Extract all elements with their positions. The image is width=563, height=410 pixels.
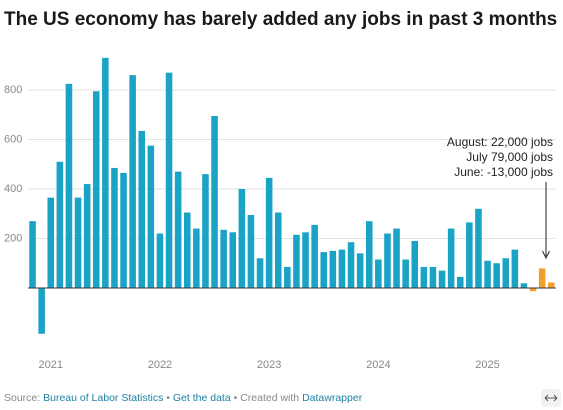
annotation: August: 22,000 jobs [447,135,553,149]
bar [438,270,446,288]
source-line: Source: Bureau of Labor Statistics • Get… [4,392,363,404]
bar [38,287,45,334]
bar [247,214,255,288]
bar [429,266,437,288]
bar [402,259,409,288]
source-link[interactable]: Bureau of Labor Statistics [43,392,163,404]
expand-icon [544,394,558,402]
source-label: Source: [4,392,40,404]
bar [274,212,282,288]
bar [138,130,146,288]
bar [502,258,510,288]
bar [74,197,82,288]
bar [456,276,464,288]
bar [129,75,136,288]
y-tick-label: 200 [4,232,22,244]
tool-link[interactable]: Datawrapper [302,392,363,404]
bar [475,208,482,288]
bar [83,184,91,288]
bar [174,171,182,288]
annotation: July 79,000 jobs [466,150,553,164]
separator: • [234,392,238,404]
bar [311,224,318,288]
y-tick-label: 400 [4,183,22,195]
bar [29,221,36,288]
bar [420,266,428,288]
bar [365,221,373,288]
bar [384,233,391,288]
created-with: Created with [240,392,299,404]
bar [375,259,382,288]
bar [447,228,455,288]
bar [284,266,291,288]
bar [511,249,519,288]
bar [347,242,355,288]
x-tick-label: 2021 [39,359,63,371]
bar [484,260,491,288]
bar [529,287,537,292]
bar [356,253,364,288]
bar [547,282,555,288]
annotation: June: -13,000 jobs [454,165,553,179]
bar [183,212,191,288]
bar [202,174,209,288]
bar [156,233,164,288]
bar [320,252,328,288]
bar [211,115,218,288]
bar [466,222,473,288]
arrow-head [542,250,550,260]
x-tick-label: 2024 [366,359,390,371]
bar [147,145,155,288]
y-tick-label: 600 [4,133,22,145]
bar [411,240,419,288]
x-tick-label: 2022 [148,359,172,371]
bar [265,177,273,288]
bar [102,57,109,288]
bar [293,234,300,288]
bar [47,197,55,288]
bar [238,188,246,288]
x-tick-label: 2025 [475,359,499,371]
bar [220,229,227,288]
x-tick-label: 2023 [257,359,281,371]
separator: • [166,392,170,404]
bar [56,161,64,288]
chart-title: The US economy has barely added any jobs… [4,9,557,30]
bar [338,249,346,288]
get-data-link[interactable]: Get the data [173,392,231,404]
bar [120,172,127,288]
bar [302,232,309,288]
bar [65,83,73,288]
bar [165,72,173,288]
bar [92,91,100,288]
bar [256,258,264,288]
bar [193,228,200,288]
bar [538,268,546,288]
bar [520,283,528,288]
y-tick-label: 800 [4,84,22,96]
bar [493,263,500,288]
bar [229,232,237,288]
bar [111,167,118,288]
bar [329,250,337,288]
bar [393,228,400,288]
